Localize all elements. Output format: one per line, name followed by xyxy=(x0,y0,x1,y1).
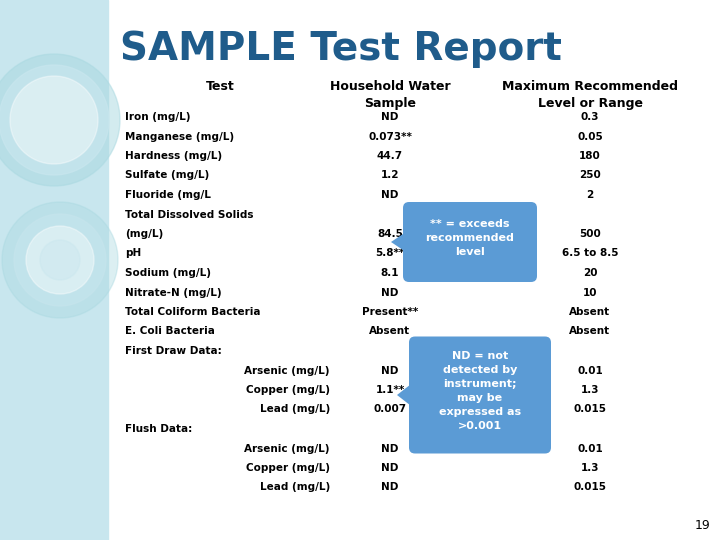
Text: E. Coli Bacteria: E. Coli Bacteria xyxy=(125,327,215,336)
Text: 19: 19 xyxy=(694,519,710,532)
Text: 8.1: 8.1 xyxy=(381,268,400,278)
Text: ND: ND xyxy=(382,287,399,298)
Text: Flush Data:: Flush Data: xyxy=(125,424,192,434)
Text: ND: ND xyxy=(382,443,399,454)
Text: 0.05: 0.05 xyxy=(577,132,603,141)
Text: pH: pH xyxy=(125,248,141,259)
Text: ND: ND xyxy=(382,190,399,200)
Text: 10: 10 xyxy=(582,287,598,298)
Text: Present**: Present** xyxy=(362,307,418,317)
FancyBboxPatch shape xyxy=(409,336,551,454)
Text: SAMPLE Test Report: SAMPLE Test Report xyxy=(120,30,562,68)
Text: 180: 180 xyxy=(579,151,601,161)
Text: 0.015: 0.015 xyxy=(574,404,606,415)
Text: ND: ND xyxy=(382,366,399,375)
Circle shape xyxy=(10,76,98,164)
Text: 1.1**: 1.1** xyxy=(375,385,405,395)
Text: Arsenic (mg/L): Arsenic (mg/L) xyxy=(245,366,330,375)
Text: 0.073**: 0.073** xyxy=(368,132,412,141)
Text: 84.5: 84.5 xyxy=(377,229,403,239)
Text: Lead (mg/L): Lead (mg/L) xyxy=(260,404,330,415)
Bar xyxy=(0,0,108,540)
Circle shape xyxy=(2,202,118,318)
FancyBboxPatch shape xyxy=(403,202,537,282)
Text: ND: ND xyxy=(382,483,399,492)
Text: 6.5 to 8.5: 6.5 to 8.5 xyxy=(562,248,618,259)
Text: 44.7: 44.7 xyxy=(377,151,403,161)
Text: ND = not
detected by
instrument;
may be
expressed as
>0.001: ND = not detected by instrument; may be … xyxy=(439,351,521,431)
Text: 0.007: 0.007 xyxy=(374,404,407,415)
Text: 20: 20 xyxy=(582,268,598,278)
Text: Total Coliform Bacteria: Total Coliform Bacteria xyxy=(125,307,261,317)
Text: ** = exceeds
recommended
level: ** = exceeds recommended level xyxy=(426,219,514,257)
Text: Arsenic (mg/L): Arsenic (mg/L) xyxy=(245,443,330,454)
Text: Maximum Recommended
Level or Range: Maximum Recommended Level or Range xyxy=(502,80,678,110)
Text: 1.3: 1.3 xyxy=(581,385,599,395)
Text: 0.01: 0.01 xyxy=(577,443,603,454)
Text: ND: ND xyxy=(382,112,399,122)
Text: Absent: Absent xyxy=(369,327,410,336)
Circle shape xyxy=(40,240,80,280)
Circle shape xyxy=(14,214,106,306)
Text: Total Dissolved Solids: Total Dissolved Solids xyxy=(125,210,253,219)
Text: First Draw Data:: First Draw Data: xyxy=(125,346,222,356)
Text: Fluoride (mg/L: Fluoride (mg/L xyxy=(125,190,211,200)
Text: Copper (mg/L): Copper (mg/L) xyxy=(246,385,330,395)
Polygon shape xyxy=(391,230,409,254)
Text: 5.8**: 5.8** xyxy=(375,248,405,259)
Text: Sulfate (mg/L): Sulfate (mg/L) xyxy=(125,171,210,180)
Text: (mg/L): (mg/L) xyxy=(125,229,163,239)
Circle shape xyxy=(26,226,94,294)
Text: 1.3: 1.3 xyxy=(581,463,599,473)
Text: Manganese (mg/L): Manganese (mg/L) xyxy=(125,132,234,141)
Text: Lead (mg/L): Lead (mg/L) xyxy=(260,483,330,492)
Text: 250: 250 xyxy=(579,171,601,180)
Text: Copper (mg/L): Copper (mg/L) xyxy=(246,463,330,473)
Text: Iron (mg/L): Iron (mg/L) xyxy=(125,112,191,122)
Circle shape xyxy=(0,65,109,175)
Text: Test: Test xyxy=(206,80,235,93)
Text: Sodium (mg/L): Sodium (mg/L) xyxy=(125,268,211,278)
Text: ND: ND xyxy=(382,463,399,473)
Text: 500: 500 xyxy=(579,229,601,239)
Text: 0.3: 0.3 xyxy=(581,112,599,122)
Text: 0.015: 0.015 xyxy=(574,483,606,492)
Text: Absent: Absent xyxy=(570,307,611,317)
Text: 0.01: 0.01 xyxy=(577,366,603,375)
Text: Household Water
Sample: Household Water Sample xyxy=(330,80,450,110)
Circle shape xyxy=(0,54,120,186)
Text: 2: 2 xyxy=(586,190,593,200)
Polygon shape xyxy=(397,381,415,409)
Text: Hardness (mg/L): Hardness (mg/L) xyxy=(125,151,222,161)
Text: Nitrate-N (mg/L): Nitrate-N (mg/L) xyxy=(125,287,222,298)
Text: Absent: Absent xyxy=(570,327,611,336)
Text: 1.2: 1.2 xyxy=(381,171,400,180)
